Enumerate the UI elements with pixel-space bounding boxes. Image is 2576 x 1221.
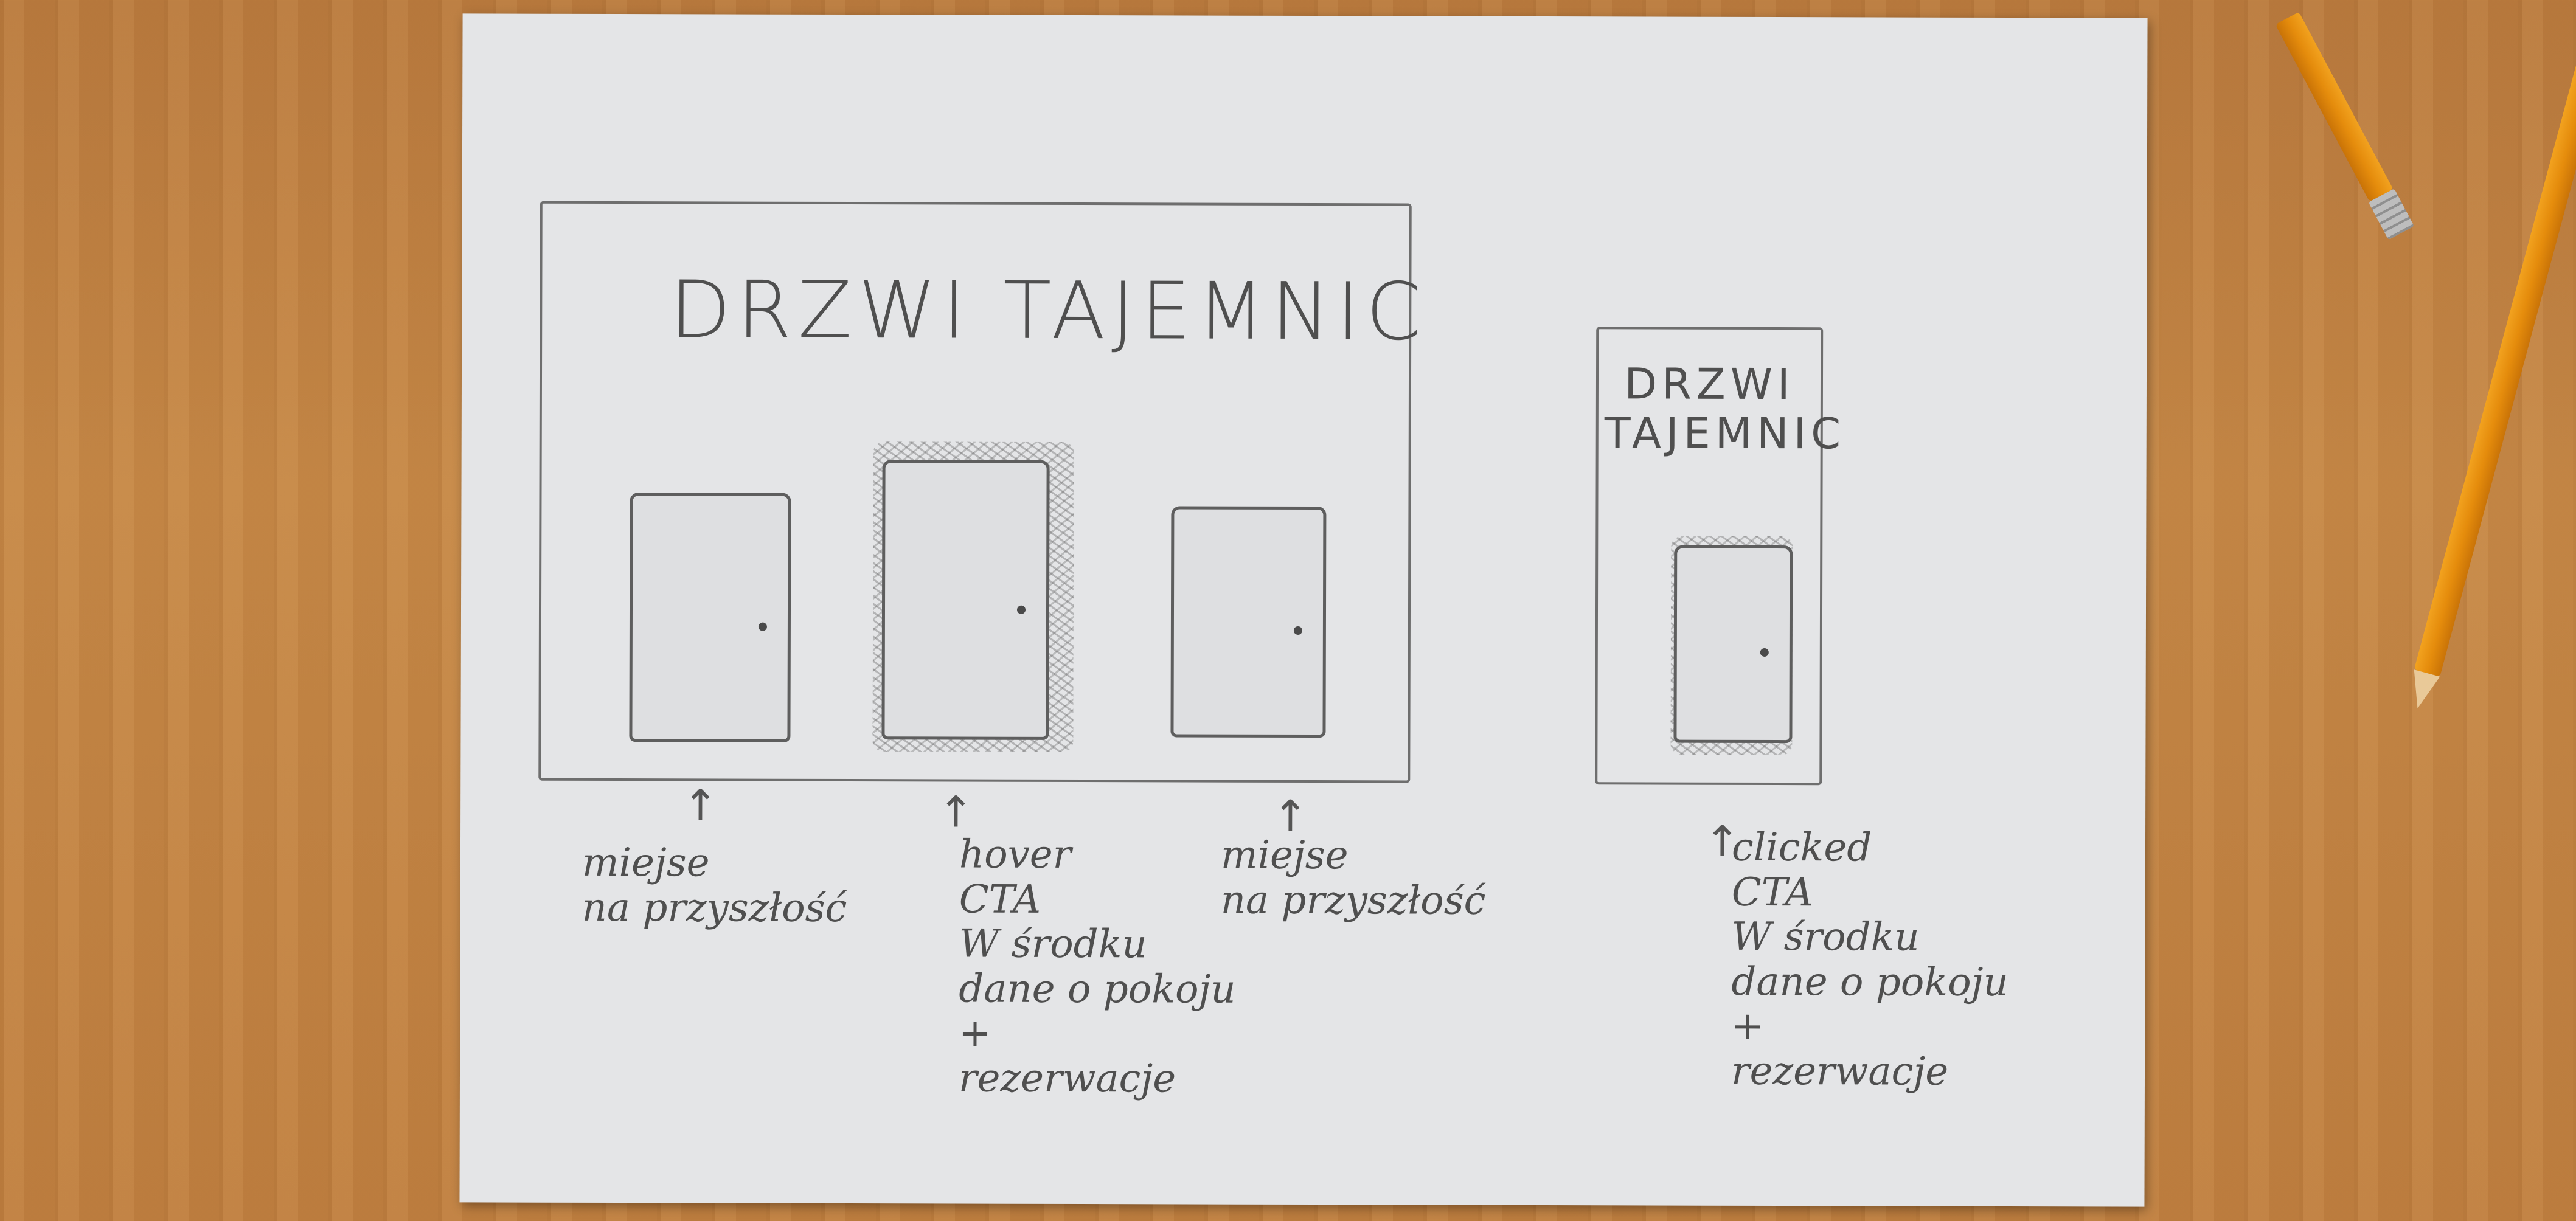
note-left: miejse na przyszłość [582,840,847,931]
mobile-title: DRZWI TAJEMNIC [1604,359,1846,458]
mobile-wireframe: DRZWI TAJEMNIC [1595,327,1846,786]
desktop-title: DRZWI TAJEMNIC [670,263,1428,358]
desktop-wireframe: DRZWI TAJEMNIC [538,201,1427,783]
door-center-hover[interactable] [881,460,1050,740]
door-left [629,493,791,742]
note-right: miejse na przyszłość [1220,832,1486,924]
arrow-up-icon: ↑ [682,780,718,831]
arrow-up-icon: ↑ [938,787,974,837]
note-mobile: clicked CTA W środku dane o pokoju + rez… [1731,825,2008,1095]
note-center: hover CTA W środku dane o pokoju + rezer… [958,832,1236,1102]
door-knob [1760,648,1769,657]
sketch-paper: DRZWI TAJEMNIC DRZWI TAJEMNIC ↑ ↑ ↑ ↑ mi… [459,13,2148,1207]
door-knob [1016,605,1026,614]
door-knob [1293,626,1302,635]
door-mobile-clicked[interactable] [1673,545,1793,744]
door-knob [758,622,767,631]
door-right [1170,506,1327,738]
